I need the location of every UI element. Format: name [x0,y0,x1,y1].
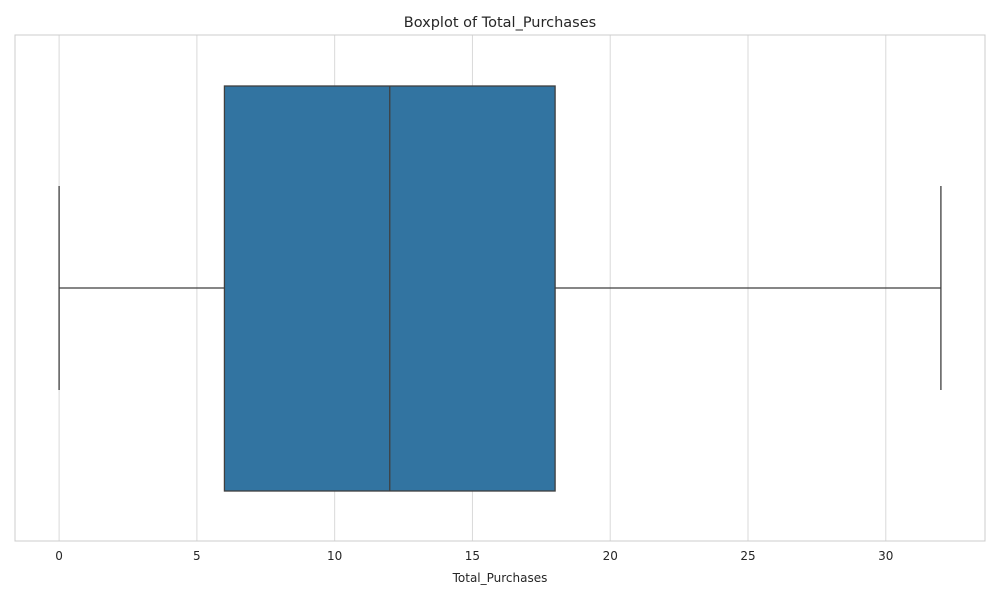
x-tick-label: 0 [55,549,63,563]
x-tick-label: 15 [465,549,480,563]
x-tick-label: 20 [603,549,618,563]
x-tick-label: 25 [740,549,755,563]
x-tick-label: 5 [193,549,201,563]
x-tick-label: 30 [878,549,893,563]
x-axis-label: Total_Purchases [452,571,548,585]
x-tick-labels: 0 5 10 15 20 25 30 [55,549,893,563]
box-group [58,85,942,492]
chart-title: Boxplot of Total_Purchases [404,15,596,31]
x-tick-label: 10 [327,549,342,563]
plot-area-frame [14,34,986,542]
